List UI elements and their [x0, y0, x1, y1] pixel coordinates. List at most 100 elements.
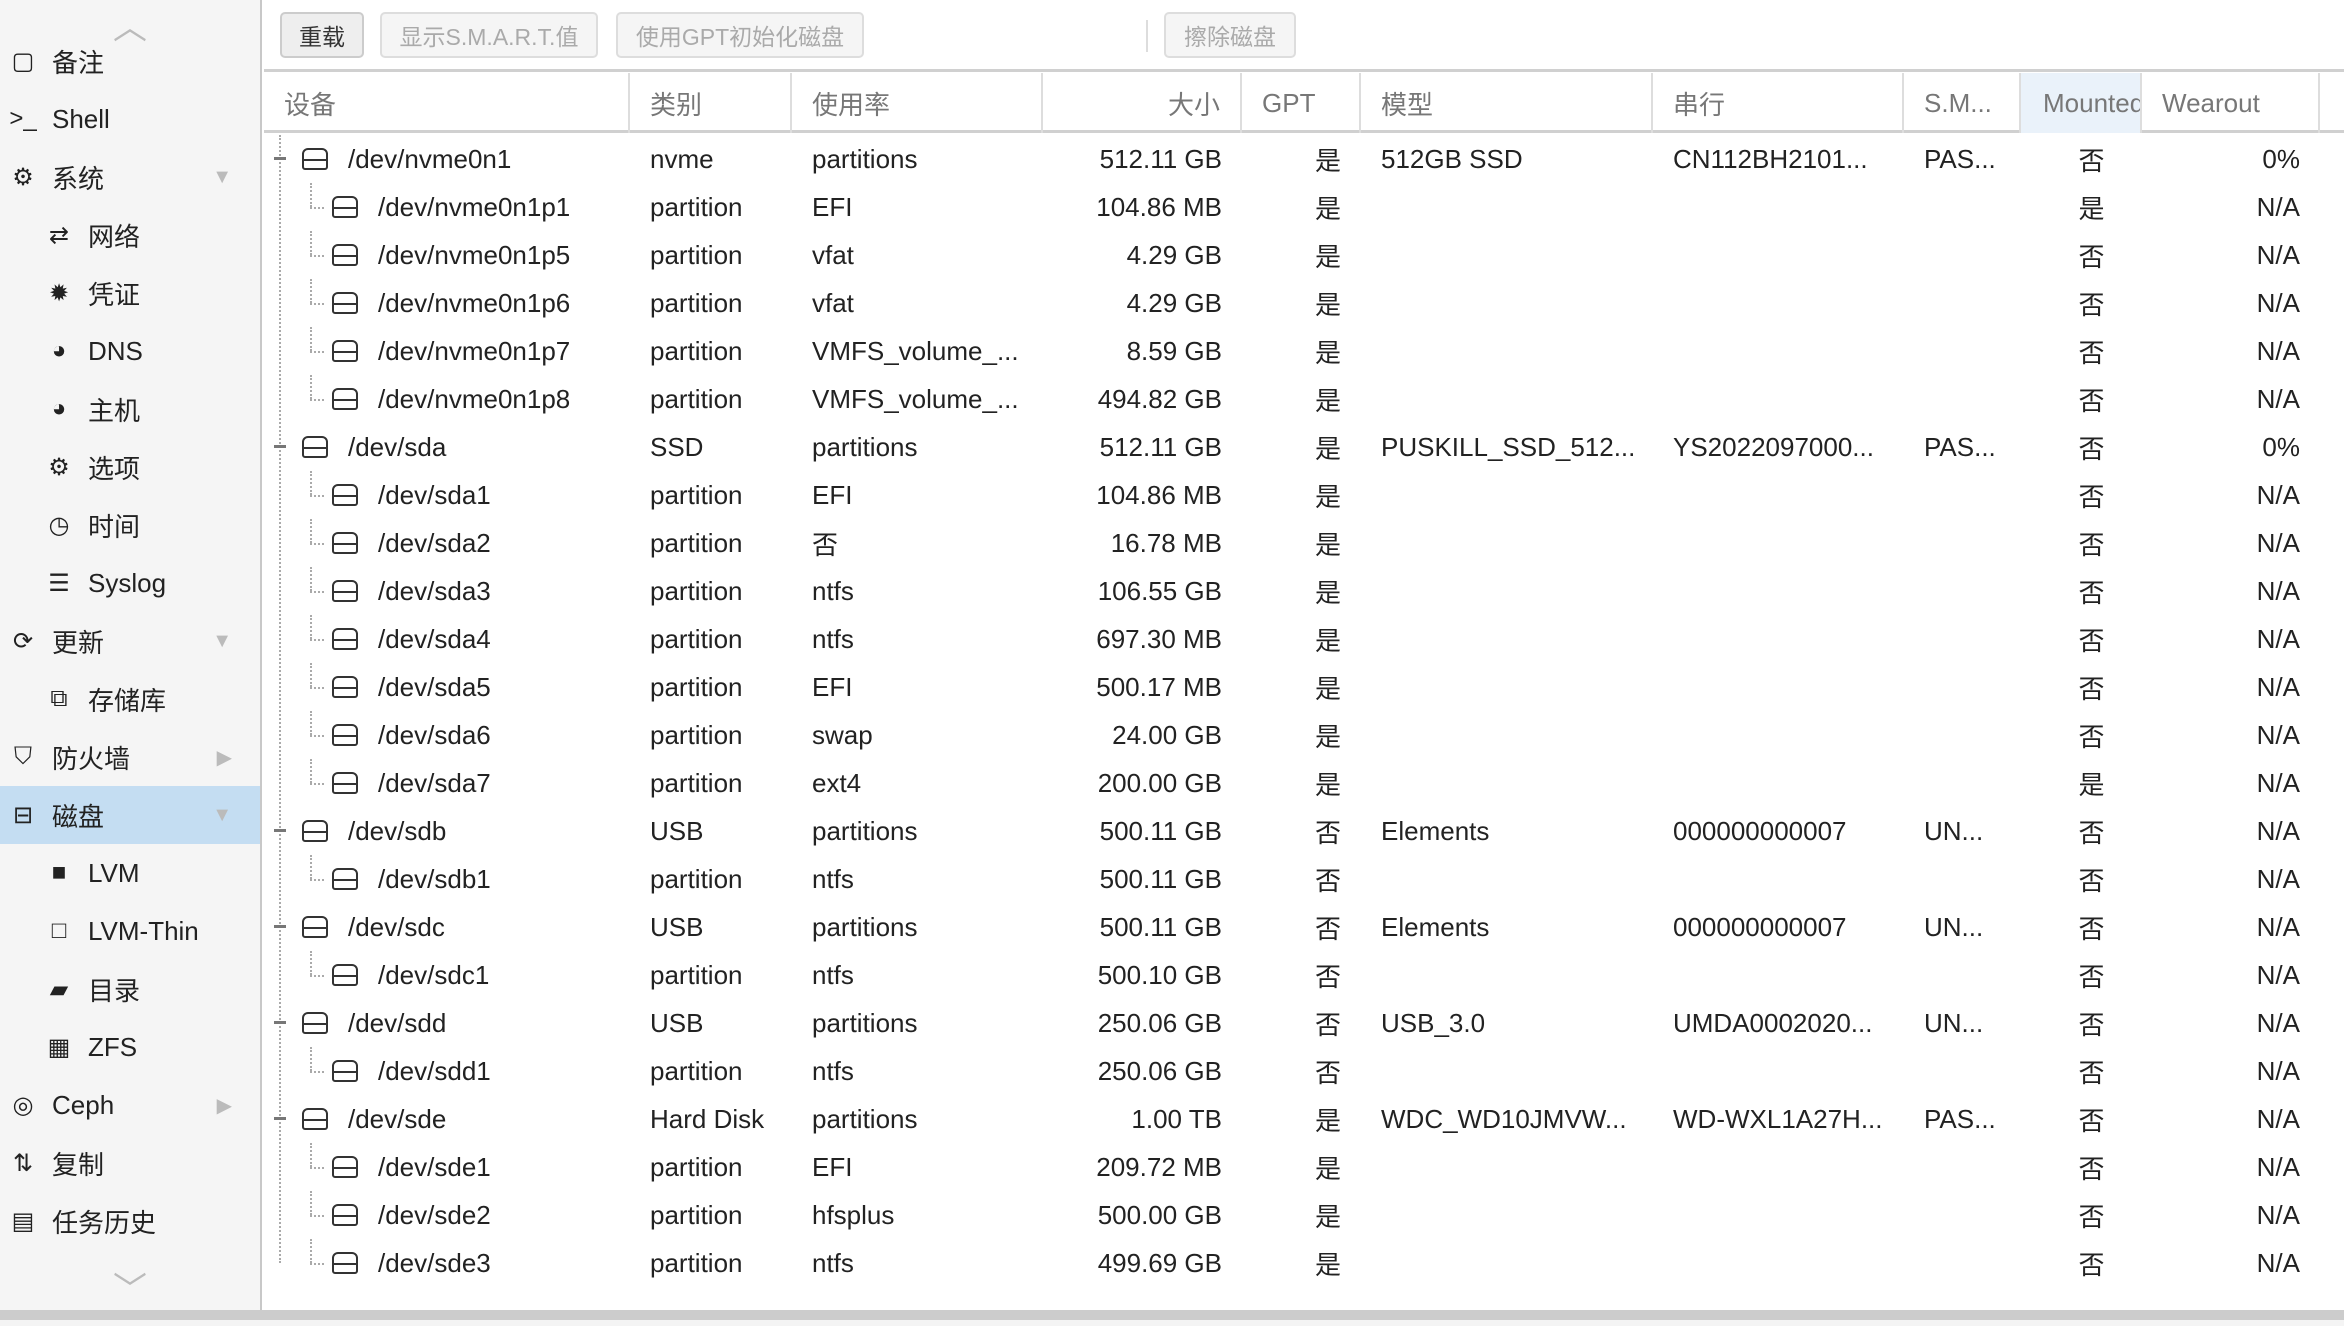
- column-header-smart[interactable]: S.M...: [1904, 73, 2021, 133]
- hdd-icon: [332, 484, 358, 506]
- table-row[interactable]: /dev/nvme0n1p5 partition vfat 4.29 GB 是 否 N/A: [264, 231, 2344, 279]
- sidebar-item-10[interactable]: ⟳ 更新 ▼: [0, 612, 260, 670]
- table-row[interactable]: /dev/sde3 partition ntfs 499.69 GB 是 否 N/A: [264, 1239, 2344, 1287]
- sidebar-item-15[interactable]: □ LVM-Thin: [0, 902, 260, 960]
- column-header-gpt[interactable]: GPT: [1242, 73, 1361, 133]
- sidebar-item-2[interactable]: ⚙ 系统 ▼: [0, 148, 260, 206]
- sidebar-item-17[interactable]: ▦ ZFS: [0, 1018, 260, 1076]
- column-header-usage[interactable]: 使用率: [792, 73, 1043, 133]
- expander-icon[interactable]: ▼: [212, 165, 232, 188]
- cell-size: 494.82 GB: [1097, 383, 1222, 414]
- table-row[interactable]: /dev/sda4 partition ntfs 697.30 MB 是 否 N/A: [264, 615, 2344, 663]
- column-header-type[interactable]: 类别: [630, 73, 792, 133]
- sidebar-item-1[interactable]: >_ Shell: [0, 90, 260, 148]
- collapse-toggle-icon[interactable]: [274, 1117, 286, 1120]
- cell-gpt: 否: [1314, 961, 1341, 992]
- table-row[interactable]: /dev/sda1 partition EFI 104.86 MB 是 否 N/A: [264, 471, 2344, 519]
- sidebar-item-4[interactable]: ✹ 凭证: [0, 264, 260, 322]
- sidebar-item-19[interactable]: ⇅ 复制: [0, 1134, 260, 1192]
- column-header-serial[interactable]: 串行: [1653, 73, 1904, 133]
- sidebar-item-12[interactable]: ⛉ 防火墙 ▶: [0, 728, 260, 786]
- table-row[interactable]: /dev/sda6 partition swap 24.00 GB 是 否 N/A: [264, 711, 2344, 759]
- column-header-model[interactable]: 模型: [1361, 73, 1653, 133]
- cell-model: [1361, 375, 1653, 423]
- repository-icon: ⧉: [50, 685, 68, 712]
- sidebar-item-7[interactable]: ⚙ 选项: [0, 438, 260, 496]
- cell-wearout: N/A: [2256, 527, 2300, 558]
- table-row[interactable]: /dev/sda2 partition 否 16.78 MB 是 否 N/A: [264, 519, 2344, 567]
- column-header-device[interactable]: 设备: [264, 73, 630, 133]
- cell-usage: partitions: [812, 143, 918, 174]
- table-row[interactable]: /dev/sda SSD partitions 512.11 GB 是 PUSKILL_S…: [264, 423, 2344, 471]
- sidebar-item-14[interactable]: ■ LVM: [0, 844, 260, 902]
- sidebar-item-20[interactable]: ▤ 任务历史: [0, 1192, 260, 1250]
- cell-device: /dev/sde: [264, 1095, 630, 1143]
- table-row[interactable]: /dev/nvme0n1p6 partition vfat 4.29 GB 是 否 N/A: [264, 279, 2344, 327]
- reload-button[interactable]: 重载: [280, 12, 364, 58]
- table-row[interactable]: /dev/sde2 partition hfsplus 500.00 GB 是 否 N/A: [264, 1191, 2344, 1239]
- table-row[interactable]: /dev/nvme0n1p1 partition EFI 104.86 MB 是 是 N/A: [264, 183, 2344, 231]
- collapse-toggle-icon[interactable]: [274, 445, 286, 448]
- sidebar-item-5[interactable]: ◕ DNS: [0, 322, 260, 380]
- sidebar-item-label: 任务历史: [52, 1207, 157, 1238]
- table-row[interactable]: /dev/sdc1 partition ntfs 500.10 GB 否 否 N/A: [264, 951, 2344, 999]
- cell-device: /dev/sda3: [264, 567, 630, 615]
- table-row[interactable]: /dev/sda5 partition EFI 500.17 MB 是 否 N/A: [264, 663, 2344, 711]
- expander-icon[interactable]: ▶: [216, 1094, 232, 1117]
- cell-mounted: 否: [2078, 721, 2105, 752]
- sidebar-item-6[interactable]: ◕ 主机: [0, 380, 260, 438]
- cell-gpt: 是: [1314, 433, 1341, 464]
- cell-smart: [1904, 375, 2021, 423]
- collapse-toggle-icon[interactable]: [274, 157, 286, 160]
- cell-serial: [1653, 279, 1904, 327]
- table-row[interactable]: /dev/sdd USB partitions 250.06 GB 否 USB_3.0 UM…: [264, 999, 2344, 1047]
- expander-icon[interactable]: ▼: [212, 803, 232, 826]
- expander-icon[interactable]: ▼: [212, 629, 232, 652]
- cell-device: /dev/sdc1: [264, 951, 630, 999]
- device-name: /dev/sdb1: [378, 863, 491, 894]
- scroll-up-icon[interactable]: ︿: [113, 9, 147, 47]
- collapse-toggle-icon[interactable]: [274, 829, 286, 832]
- tree-line: [310, 471, 312, 495]
- cell-serial: [1653, 327, 1904, 375]
- sidebar-item-18[interactable]: ◎ Ceph ▶: [0, 1076, 260, 1134]
- expander-icon[interactable]: ▶: [216, 746, 232, 769]
- table-row[interactable]: /dev/sda3 partition ntfs 106.55 GB 是 否 N/A: [264, 567, 2344, 615]
- tree-line: [310, 183, 312, 207]
- tree-line: [310, 231, 312, 255]
- init-gpt-button[interactable]: 使用GPT初始化磁盘: [616, 12, 864, 58]
- shield-icon: ⛉: [14, 743, 32, 770]
- column-header-wearout[interactable]: Wearout: [2142, 73, 2320, 133]
- cell-serial: YS2022097000...: [1673, 431, 1874, 462]
- table-row[interactable]: /dev/sda7 partition ext4 200.00 GB 是 是 N/A: [264, 759, 2344, 807]
- list-icon: ☰: [48, 569, 70, 597]
- sidebar-item-9[interactable]: ☰ Syslog: [0, 554, 260, 612]
- table-row[interactable]: /dev/sde Hard Disk partitions 1.00 TB 是 WDC_W…: [264, 1095, 2344, 1143]
- collapse-toggle-icon[interactable]: [274, 1021, 286, 1024]
- horizontal-scrollbar[interactable]: [0, 1310, 2344, 1326]
- table-row[interactable]: /dev/sde1 partition EFI 209.72 MB 是 否 N/A: [264, 1143, 2344, 1191]
- show-smart-button[interactable]: 显示S.M.A.R.T.值: [380, 12, 598, 58]
- table-row[interactable]: /dev/nvme0n1 nvme partitions 512.11 GB 是 512G…: [264, 135, 2344, 183]
- sidebar-item-11[interactable]: ⧉ 存储库: [0, 670, 260, 728]
- table-row[interactable]: /dev/nvme0n1p8 partition VMFS_volume_... 49…: [264, 375, 2344, 423]
- sidebar-item-16[interactable]: ▰ 目录: [0, 960, 260, 1018]
- cell-mounted: 否: [2078, 1105, 2105, 1136]
- table-row[interactable]: /dev/sdb USB partitions 500.11 GB 否 Elements 0…: [264, 807, 2344, 855]
- sidebar-item-13[interactable]: ⊟ 磁盘 ▼: [0, 786, 260, 844]
- wipe-disk-button[interactable]: 擦除磁盘: [1164, 12, 1296, 58]
- table-row[interactable]: /dev/sdc USB partitions 500.11 GB 否 Elements 0…: [264, 903, 2344, 951]
- sidebar-item-3[interactable]: ⇄ 网络: [0, 206, 260, 264]
- cell-device: /dev/nvme0n1p7: [264, 327, 630, 375]
- hdd-icon: [332, 1156, 358, 1178]
- sidebar-item-8[interactable]: ◷ 时间: [0, 496, 260, 554]
- table-row[interactable]: /dev/sdb1 partition ntfs 500.11 GB 否 否 N/A: [264, 855, 2344, 903]
- cell-size: 106.55 GB: [1097, 575, 1222, 606]
- sidebar-item-0[interactable]: ▢ 备注: [0, 32, 260, 90]
- column-header-mounted[interactable]: Mounted: [2021, 73, 2142, 133]
- table-row[interactable]: /dev/sdd1 partition ntfs 250.06 GB 否 否 N/A: [264, 1047, 2344, 1095]
- column-header-size[interactable]: 大小: [1043, 73, 1242, 133]
- collapse-toggle-icon[interactable]: [274, 925, 286, 928]
- table-row[interactable]: /dev/nvme0n1p7 partition VMFS_volume_... 8.…: [264, 327, 2344, 375]
- scroll-down-icon[interactable]: ﹀: [113, 1271, 147, 1309]
